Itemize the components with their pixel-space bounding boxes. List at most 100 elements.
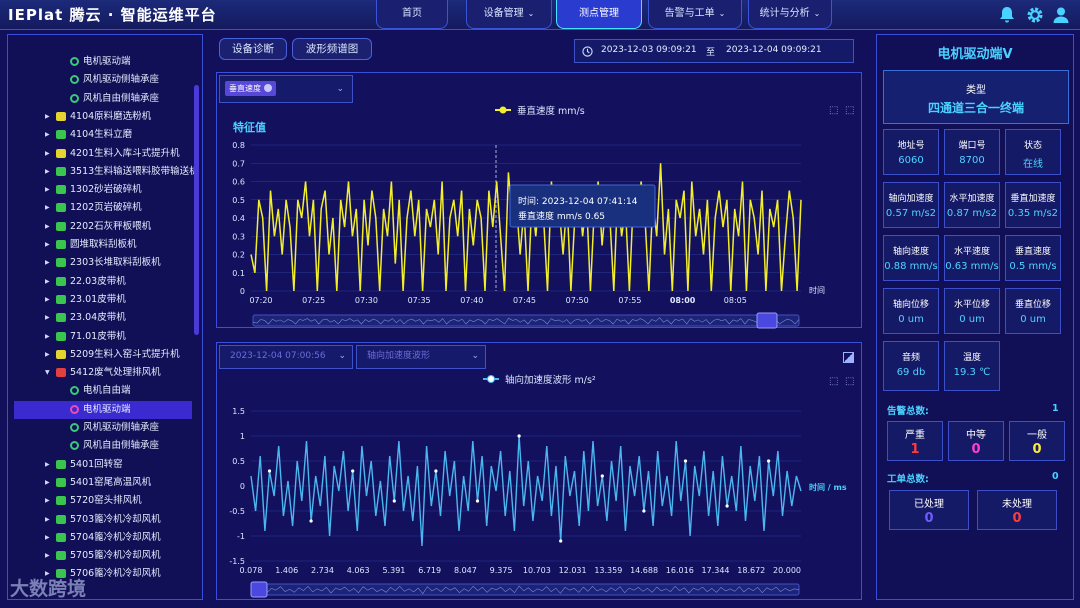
tag-remove-icon[interactable]: [263, 84, 272, 92]
tree-item[interactable]: ▼ 5412废气处理排风机: [8, 364, 202, 382]
nav-tab-2[interactable]: 测点管理: [556, 0, 642, 29]
order-count-cell[interactable]: 未处理 0: [977, 490, 1057, 530]
collapse-caret-icon[interactable]: ▶: [45, 478, 50, 486]
date-range-picker[interactable]: 2023-12-03 09:09:21 至 2023-12-04 09:09:2…: [574, 39, 854, 63]
collapse-caret-icon[interactable]: ▶: [45, 222, 50, 230]
collapse-caret-icon[interactable]: ▶: [45, 167, 50, 175]
sidebar-scrollbar[interactable]: [194, 85, 199, 335]
tree-item-label: 3513生料输送喂料胶带输送机: [70, 165, 199, 177]
tree-item[interactable]: ▶ 23.04皮带机: [8, 309, 202, 327]
tree-item[interactable]: ▶ 5209生料入窑斗式提升机: [8, 346, 202, 364]
restore-icon[interactable]: ⬚: [845, 105, 855, 116]
collapse-caret-icon[interactable]: ▶: [45, 515, 50, 523]
slider-track[interactable]: [252, 314, 800, 327]
settings-gear-icon[interactable]: [1025, 5, 1045, 25]
tree-item[interactable]: 电机驱动端: [14, 400, 192, 419]
waveform-spectrum-button[interactable]: 波形频谱图: [292, 38, 372, 60]
tree-item[interactable]: ▶ 圆堆取料刮板机: [8, 236, 202, 254]
collapse-caret-icon[interactable]: ▶: [45, 497, 50, 505]
tree-item[interactable]: ▶ 23.01皮带机: [8, 291, 202, 309]
collapse-caret-icon[interactable]: ▶: [45, 570, 50, 578]
zoom-icon[interactable]: ⬚: [829, 376, 839, 387]
tree-item[interactable]: ▶ 5704篦冷机冷却风机: [8, 529, 202, 547]
waveform-type-select[interactable]: 轴向加速度波形 ⌄: [356, 345, 486, 369]
x-tick-label: 08:00: [670, 296, 696, 305]
tree-item[interactable]: ▶ 2202石灰秤板喂机: [8, 218, 202, 236]
collapse-caret-icon[interactable]: ▶: [45, 131, 50, 139]
top-zoom-slider[interactable]: [252, 312, 800, 329]
slider-handle[interactable]: [756, 312, 778, 329]
collapse-caret-icon[interactable]: ▶: [45, 259, 50, 267]
metric-cell: 水平加速度 0.87 m/s2: [944, 182, 1000, 228]
expand-caret-icon[interactable]: ▼: [45, 369, 50, 377]
metric-label: 状态: [1023, 141, 1042, 151]
tree-item[interactable]: 风机驱动侧轴承座: [8, 71, 202, 89]
x-tick-label: 14.688: [630, 566, 658, 575]
tree-item[interactable]: 电机驱动端: [8, 53, 202, 71]
bottom-chart-legend[interactable]: 轴向加速度波形 m/s²: [483, 374, 596, 386]
channel-select[interactable]: 垂直速度 ⌄: [219, 75, 353, 103]
waveform-time-select[interactable]: 2023-12-04 07:00:56 ⌄: [219, 345, 353, 369]
expand-icon[interactable]: [843, 352, 854, 363]
collapse-caret-icon[interactable]: ▶: [45, 204, 50, 212]
tree-item[interactable]: ▶ 5401回转窑: [8, 456, 202, 474]
metric-label: 水平位移: [953, 300, 990, 310]
tree-item[interactable]: ▶ 71.01皮带机: [8, 328, 202, 346]
collapse-caret-icon[interactable]: ▶: [45, 314, 50, 322]
bell-icon[interactable]: [997, 5, 1017, 25]
bottom-zoom-slider[interactable]: [250, 581, 800, 598]
slider-handle[interactable]: [250, 581, 268, 598]
top-chart-legend[interactable]: 垂直速度 mm/s: [495, 105, 585, 117]
collapse-caret-icon[interactable]: ▶: [45, 112, 50, 120]
collapse-caret-icon[interactable]: ▶: [45, 241, 50, 248]
collapse-caret-icon[interactable]: ▶: [45, 552, 50, 560]
collapse-caret-icon[interactable]: ▶: [45, 460, 50, 468]
collapse-caret-icon[interactable]: ▶: [45, 295, 50, 303]
device-diagnosis-button[interactable]: 设备诊断: [219, 38, 287, 60]
alarm-count-cell[interactable]: 一般 0: [1009, 421, 1065, 461]
nav-tab-4[interactable]: 统计与分析 ⌄: [748, 0, 832, 29]
device-folder-icon: [56, 313, 66, 323]
tree-item[interactable]: ▶ 3513生料输送喂料胶带输送机: [8, 163, 202, 181]
order-count-cell[interactable]: 已处理 0: [889, 490, 969, 530]
y-tick-label: 1.5: [232, 407, 245, 416]
tree-item[interactable]: ▶ 5706篦冷机冷却风机: [8, 565, 202, 583]
tree-item[interactable]: ▶ 4201生料入库斗式提升机: [8, 145, 202, 163]
tree-item[interactable]: ▶ 22.03皮带机: [8, 273, 202, 291]
nav-tab-3[interactable]: 告警与工单 ⌄: [648, 0, 742, 29]
restore-icon[interactable]: ⬚: [845, 376, 855, 387]
tree-item[interactable]: ▶ 5705篦冷机冷却风机: [8, 547, 202, 565]
tree-item[interactable]: ▶ 5401窑尾高温风机: [8, 474, 202, 492]
collapse-caret-icon[interactable]: ▶: [45, 149, 50, 157]
alarm-count-cell[interactable]: 中等 0: [948, 421, 1004, 461]
collapse-caret-icon[interactable]: ▶: [45, 277, 50, 285]
tree-item[interactable]: ▶ 4104生料立磨: [8, 126, 202, 144]
x-tick-label: 12.031: [559, 566, 587, 575]
metric-value: 69 db: [896, 367, 926, 378]
tree-item[interactable]: 风机驱动侧轴承座: [8, 419, 202, 437]
tree-item[interactable]: ▶ 5703篦冷机冷却风机: [8, 511, 202, 529]
device-folder-icon: [56, 148, 66, 158]
channel-tag[interactable]: 垂直速度: [225, 81, 276, 96]
alarm-count-cell[interactable]: 严重 1: [887, 421, 943, 461]
nav-tab-1[interactable]: 设备管理 ⌄: [466, 0, 552, 29]
nav-tab-0[interactable]: 首页: [376, 0, 448, 29]
tree-item[interactable]: ▶ 2303长堆取料刮板机: [8, 254, 202, 272]
tree-item[interactable]: ▶ 5720窑头排风机: [8, 492, 202, 510]
collapse-caret-icon[interactable]: ▶: [45, 186, 50, 194]
user-icon[interactable]: [1051, 5, 1071, 25]
tree-item[interactable]: 风机自由侧轴承座: [8, 437, 202, 455]
tree-item[interactable]: ▶ 1302砂岩破碎机: [8, 181, 202, 199]
tree-item[interactable]: ▶ 1202页岩破碎机: [8, 199, 202, 217]
y-tick-label: -1.5: [229, 557, 245, 566]
collapse-caret-icon[interactable]: ▶: [45, 350, 50, 358]
tree-item[interactable]: 电机自由端: [8, 382, 202, 400]
tree-item[interactable]: ▶ 4104原料磨选粉机: [8, 108, 202, 126]
zoom-icon[interactable]: ⬚: [829, 105, 839, 116]
collapse-caret-icon[interactable]: ▶: [45, 533, 50, 541]
collapse-caret-icon[interactable]: ▶: [45, 332, 50, 340]
series-point: [351, 469, 355, 473]
tree-item[interactable]: 风机自由侧轴承座: [8, 90, 202, 108]
date-end[interactable]: 2023-12-04 09:09:21: [726, 45, 822, 55]
date-start[interactable]: 2023-12-03 09:09:21: [601, 45, 697, 55]
